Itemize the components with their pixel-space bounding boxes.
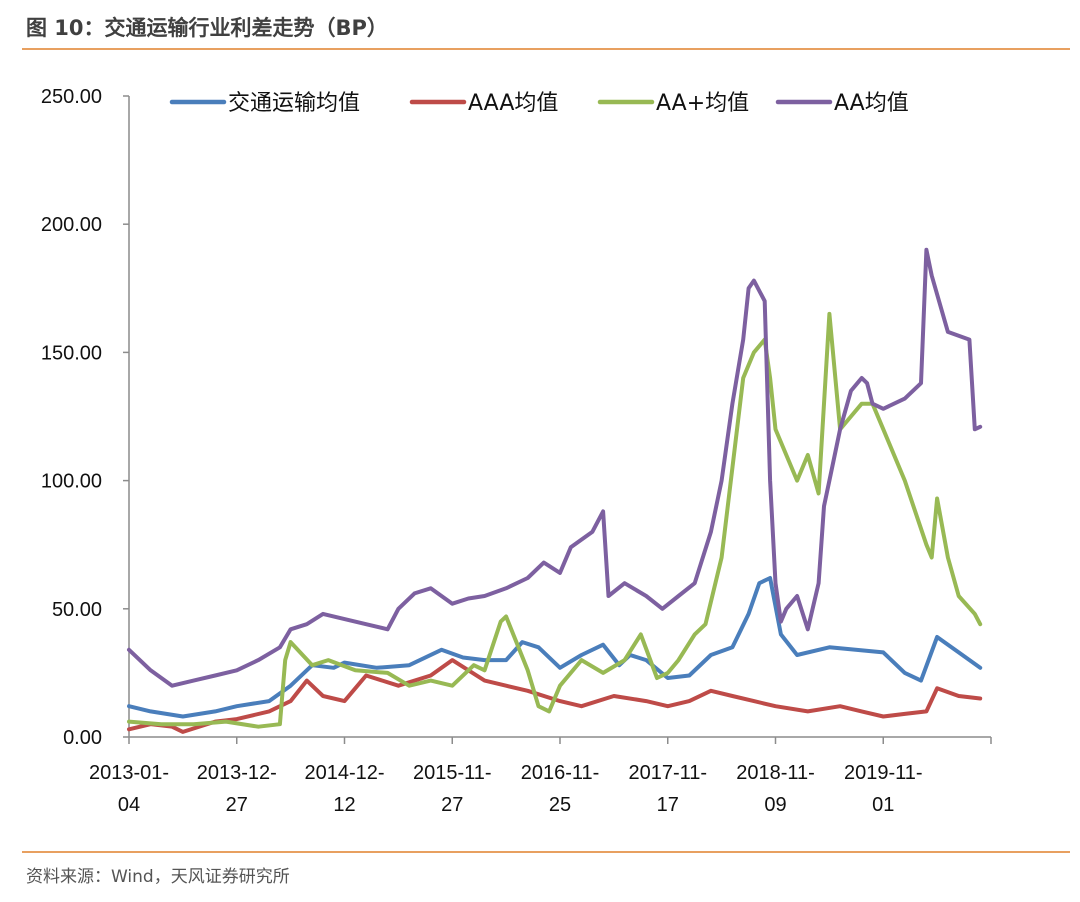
x-tick-label: 2018-11-: [736, 762, 815, 784]
series-line: [127, 658, 983, 734]
x-tick-label-line2: 27: [441, 794, 463, 816]
x-tick-label: 2014-12-: [304, 762, 384, 784]
x-tick-label-line2: 04: [118, 794, 140, 816]
footer-divider: [22, 851, 1070, 853]
legend-label: AAA均值: [468, 91, 558, 116]
x-tick-label-line2: 25: [549, 794, 571, 816]
x-tick-label-line2: 17: [657, 794, 679, 816]
legend-label: AA+均值: [656, 91, 749, 116]
x-tick-label-line2: 09: [764, 794, 786, 816]
y-axis-ticks: 0.00 50.00 100.00 150.00 200.00 250.00: [41, 86, 129, 749]
y-tick-label: 100.00: [41, 471, 102, 493]
series-line: [127, 311, 983, 729]
x-tick-label-line2: 12: [333, 794, 355, 816]
x-tick-label-line2: 27: [226, 794, 248, 816]
legend-label: 交通运输均值: [228, 91, 360, 116]
x-axis-ticks: 2013-01- 04 2013-12- 27 2014-12- 12 2015-11- 27…: [89, 737, 992, 816]
x-tick-label: 2019-11-: [844, 762, 923, 784]
legend-label: AA均值: [834, 91, 909, 116]
series-line: [127, 576, 983, 719]
x-tick-label: 2016-11-: [521, 762, 600, 784]
title-divider: [22, 48, 1070, 50]
y-tick-label: 0.00: [63, 727, 102, 749]
y-tick-label: 50.00: [52, 599, 102, 621]
x-tick-label: 2017-11-: [628, 762, 707, 784]
x-tick-label-line2: 01: [872, 794, 894, 816]
series-lines: [127, 247, 983, 734]
series-line: [127, 247, 983, 688]
chart-legend: 交通运输均值 AAA均值 AA+均值 AA均值: [169, 91, 909, 116]
x-tick-label: 2013-12-: [197, 762, 277, 784]
y-tick-label: 150.00: [41, 342, 102, 364]
y-tick-label: 250.00: [41, 86, 102, 108]
source-note: 资料来源：Wind，天风证券研究所: [26, 867, 290, 887]
chart-title: 图 10：交通运输行业利差走势（BP）: [26, 16, 388, 40]
chart-axes: [128, 96, 991, 738]
x-tick-label: 2015-11-: [413, 762, 492, 784]
x-tick-label: 2013-01-: [89, 762, 169, 784]
y-tick-label: 200.00: [41, 214, 102, 236]
line-chart: 0.00 50.00 100.00 150.00 200.00 250.00 2013-0…: [41, 86, 992, 816]
